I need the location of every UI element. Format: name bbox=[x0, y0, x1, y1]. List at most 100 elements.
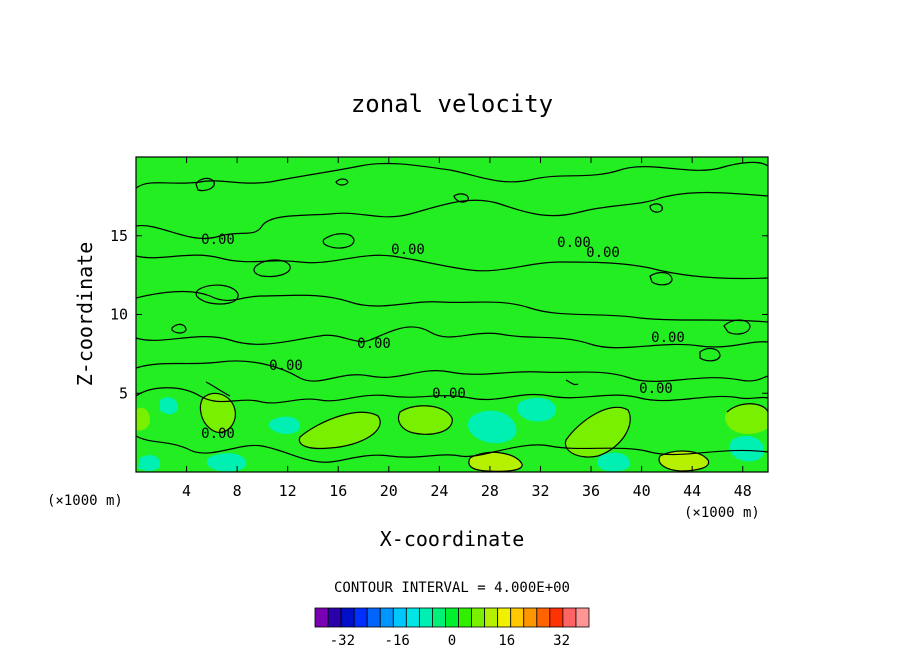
x-tick-label: 32 bbox=[531, 482, 549, 500]
colorbar-tick-label: 16 bbox=[498, 633, 515, 649]
colorbar: -32 -16 0 16 32 bbox=[314, 607, 590, 649]
contour-value-label: 0.00 bbox=[357, 336, 391, 352]
x-tick-label: 44 bbox=[683, 482, 701, 500]
contour-line bbox=[723, 319, 751, 335]
colorbar-swatch bbox=[445, 607, 459, 628]
field-patch bbox=[659, 451, 709, 471]
colorbar-tick-label: -16 bbox=[385, 633, 410, 649]
colorbar-swatch bbox=[484, 607, 499, 628]
y-tick-label: 5 bbox=[119, 384, 128, 402]
field-patch bbox=[299, 412, 381, 449]
field-patch bbox=[729, 435, 765, 462]
colorbar-swatch bbox=[549, 607, 564, 628]
colorbar-swatch bbox=[432, 607, 446, 628]
contour-line bbox=[564, 406, 631, 458]
contour-value-label: 0.00 bbox=[651, 330, 685, 346]
x-tick-label: 20 bbox=[380, 482, 398, 500]
contour-line bbox=[253, 259, 291, 278]
contour-line bbox=[135, 161, 769, 189]
colorbar-tick-label: 0 bbox=[448, 633, 456, 649]
x-unit-right: (×1000 m) bbox=[684, 505, 760, 521]
contour-line bbox=[199, 392, 236, 433]
y-axis: 5 10 15 bbox=[110, 227, 768, 402]
contour-line bbox=[453, 193, 469, 203]
colorbar-swatch bbox=[405, 607, 420, 628]
contour-line bbox=[658, 450, 710, 472]
field-patch bbox=[200, 393, 236, 433]
field-patch bbox=[138, 455, 161, 471]
field-patch bbox=[565, 407, 631, 458]
colorbar-swatch bbox=[418, 607, 433, 628]
contour-value-label: 0.00 bbox=[269, 358, 303, 374]
colorbar-swatch bbox=[523, 607, 538, 628]
x-tick-label: 12 bbox=[279, 482, 297, 500]
plot-area: 0.000.00 0.000.000.000.000.000.000.000.00 bbox=[135, 156, 769, 473]
colorbar-swatch bbox=[536, 607, 551, 628]
contour-line bbox=[171, 323, 187, 334]
contour-value-label: 0.00 bbox=[557, 235, 591, 251]
contour-value-label: 0.00 bbox=[639, 381, 673, 397]
field-patch bbox=[517, 397, 556, 422]
contour-line bbox=[135, 387, 769, 404]
x-tick-label: 36 bbox=[582, 482, 600, 500]
colorbar-swatch bbox=[471, 607, 486, 628]
colorbar-swatch bbox=[392, 607, 407, 628]
contour-line bbox=[135, 435, 769, 463]
x-tick-label: 40 bbox=[633, 482, 651, 500]
contour-line bbox=[726, 403, 769, 413]
field-patch bbox=[467, 410, 517, 444]
x-axis: 4 8 12 16 20 24 28 32 36 40 44 48 bbox=[182, 157, 752, 500]
field-patches bbox=[136, 393, 768, 472]
contour-line bbox=[135, 360, 769, 382]
x-unit-left: (×1000 m) bbox=[47, 493, 123, 509]
field-patch bbox=[597, 452, 631, 472]
colorbar-swatch bbox=[458, 607, 472, 628]
contour-line bbox=[135, 254, 769, 280]
x-tick-label: 48 bbox=[734, 482, 752, 500]
contour-lines bbox=[135, 161, 769, 472]
field-patch bbox=[468, 452, 523, 472]
colorbar-swatch bbox=[340, 607, 355, 628]
contour-line bbox=[195, 284, 239, 305]
contour-value-label: 0.00 bbox=[391, 242, 425, 258]
contour-line bbox=[135, 290, 769, 323]
field-patch bbox=[268, 416, 300, 434]
contour-line bbox=[195, 177, 215, 192]
x-tick-label: 28 bbox=[481, 482, 499, 500]
contour-value-label: 0.00 bbox=[586, 245, 620, 261]
colorbar-swatch bbox=[366, 607, 381, 628]
chart-title: zonal velocity bbox=[351, 90, 553, 118]
contour-line bbox=[397, 405, 453, 435]
colorbar-swatch bbox=[575, 607, 590, 628]
contour-value-label: 0.00 bbox=[201, 426, 235, 442]
colorbar-swatch bbox=[497, 607, 512, 628]
contour-line bbox=[135, 191, 769, 240]
field-patch bbox=[206, 453, 247, 472]
colorbar-swatch bbox=[510, 607, 525, 628]
contour-line bbox=[565, 379, 579, 386]
colorbar-swatch bbox=[562, 607, 577, 628]
contour-line bbox=[649, 203, 663, 213]
y-tick-label: 10 bbox=[110, 306, 128, 324]
x-axis-label: X-coordinate bbox=[380, 527, 525, 551]
contour-interval-label: CONTOUR INTERVAL = 4.000E+00 bbox=[334, 580, 570, 596]
colorbar-tick-label: 32 bbox=[553, 633, 570, 649]
y-tick-label: 15 bbox=[110, 227, 128, 245]
colorbar-swatch bbox=[379, 607, 394, 628]
x-tick-label: 16 bbox=[329, 482, 347, 500]
field-patch bbox=[160, 397, 178, 415]
contour-labels: 0.000.00 0.000.000.000.000.000.000.000.00 bbox=[201, 232, 685, 442]
contour-line bbox=[335, 178, 349, 186]
colorbar-swatch bbox=[353, 607, 368, 628]
x-tick-label: 24 bbox=[430, 482, 448, 500]
field-patch bbox=[136, 407, 150, 431]
x-tick-label: 8 bbox=[233, 482, 242, 500]
contour-value-label: 0.00 bbox=[432, 386, 466, 402]
colorbar-tick-label: -32 bbox=[330, 633, 355, 649]
contour-line bbox=[135, 326, 769, 349]
contour-line bbox=[649, 271, 673, 286]
field-patch bbox=[398, 405, 453, 435]
contour-line bbox=[699, 347, 721, 362]
contour-line bbox=[205, 381, 231, 397]
